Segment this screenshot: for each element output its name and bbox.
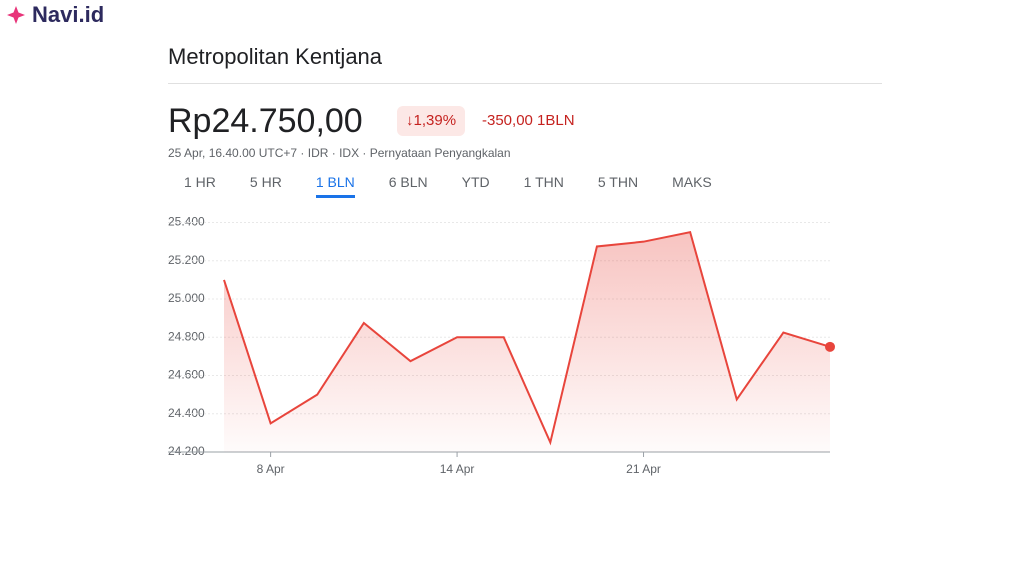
x-tick-label: 8 Apr <box>257 462 285 476</box>
logo-text: Navi.id <box>32 2 105 27</box>
stock-title: Metropolitan Kentjana <box>168 44 383 69</box>
range-tabs: 1 HR 5 HR 1 BLN 6 BLN YTD 1 THN 5 THN MAKS <box>184 174 746 198</box>
divider <box>168 83 882 84</box>
change: -350,00 1BLN <box>482 112 575 129</box>
y-tick-label: 25.200 <box>168 253 205 267</box>
last-point <box>825 341 835 352</box>
y-tick-label: 25.400 <box>168 215 205 229</box>
logo-icon <box>7 6 25 24</box>
range-tab[interactable]: 1 HR <box>184 174 216 190</box>
range-tab[interactable]: 5 HR <box>249 174 282 190</box>
range-tab[interactable]: 6 BLN <box>388 174 428 190</box>
y-tick-label: 25.000 <box>168 291 205 305</box>
y-tick-label: 24.600 <box>168 368 205 382</box>
y-tick-label: 24.200 <box>168 444 205 458</box>
range-tab[interactable]: 5 THN <box>597 174 639 190</box>
area-fill <box>224 232 830 452</box>
x-tick-label: 21 Apr <box>626 462 661 476</box>
logo[interactable]: Navi.id <box>6 2 104 28</box>
x-tick-label: 14 Apr <box>440 462 475 476</box>
y-tick-label: 24.400 <box>168 406 205 420</box>
range-tab[interactable]: YTD <box>461 174 490 190</box>
meta: 25 Apr, 16.40.00 UTC+7 · IDR · IDX · Per… <box>168 146 511 160</box>
range-tab[interactable]: 1 THN <box>523 174 564 190</box>
price: Rp24.750,00 <box>168 102 363 140</box>
range-tab[interactable]: 1 BLN <box>315 174 355 198</box>
range-tab[interactable]: MAKS <box>672 174 712 190</box>
price-line <box>223 230 831 446</box>
y-tick-label: 24.800 <box>168 329 205 343</box>
change-badge: ↓1,39% <box>397 106 466 136</box>
